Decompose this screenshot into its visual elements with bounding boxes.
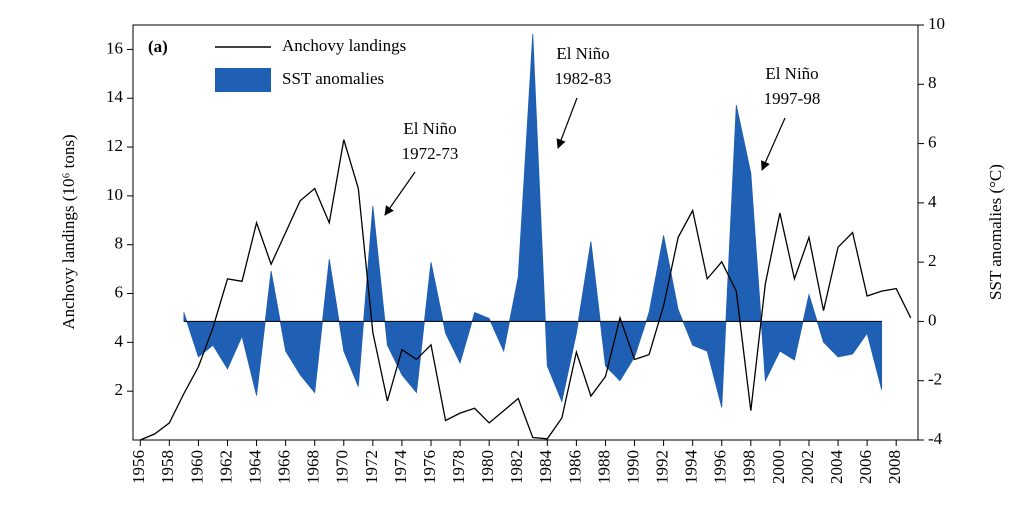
x-tick-label: 1964 bbox=[245, 450, 264, 485]
x-tick-label: 1982 bbox=[507, 450, 526, 484]
y-tick-label: 12 bbox=[106, 136, 123, 155]
panel-label: (a) bbox=[148, 37, 168, 56]
annotation-arrow bbox=[384, 171, 416, 216]
y2-tick-label: -2 bbox=[928, 370, 942, 389]
x-tick-label: 1958 bbox=[158, 450, 177, 484]
x-tick-label: 1956 bbox=[129, 450, 148, 484]
x-tick-label: 1980 bbox=[478, 450, 497, 484]
x-tick-label: 2008 bbox=[885, 450, 904, 484]
legend-label: Anchovy landings bbox=[282, 36, 406, 55]
y-tick-label: 8 bbox=[115, 234, 124, 253]
x-tick-label: 2000 bbox=[769, 450, 788, 484]
y-tick-label: 16 bbox=[106, 38, 123, 57]
x-tick-label: 1984 bbox=[536, 450, 555, 485]
x-tick-label: 1978 bbox=[449, 450, 468, 484]
annotation-arrow bbox=[556, 97, 578, 149]
x-tick-label: 2006 bbox=[856, 450, 875, 484]
annotation-period: 1972-73 bbox=[402, 144, 459, 163]
x-tick-label: 1992 bbox=[653, 450, 672, 484]
annotation-period: 1982-83 bbox=[555, 69, 612, 88]
x-tick-label: 1976 bbox=[420, 450, 439, 484]
x-tick-label: 1994 bbox=[682, 450, 701, 485]
x-tick-label: 2002 bbox=[798, 450, 817, 484]
x-tick-label: 1972 bbox=[362, 450, 381, 484]
x-tick-label: 1962 bbox=[216, 450, 235, 484]
y2-tick-label: 0 bbox=[928, 310, 937, 329]
plot-frame bbox=[132, 24, 919, 441]
x-tick-label: 1996 bbox=[711, 450, 730, 484]
landings-line bbox=[140, 139, 912, 441]
legend-swatch bbox=[215, 68, 271, 92]
x-tick-label: 1990 bbox=[623, 450, 642, 484]
x-tick-label: 1988 bbox=[594, 450, 613, 484]
x-tick-label: 1998 bbox=[740, 450, 759, 484]
x-tick-label: 2004 bbox=[827, 450, 846, 485]
y-tick-label: 14 bbox=[106, 87, 124, 106]
annotation-label: El Niño bbox=[403, 119, 456, 138]
annotation-period: 1997-98 bbox=[764, 89, 821, 108]
y2-tick-label: 4 bbox=[928, 192, 937, 211]
annotation-arrow bbox=[761, 117, 786, 171]
y-axis-label: Anchovy landings (10⁶ tons) bbox=[59, 134, 78, 329]
y2-tick-label: -4 bbox=[928, 429, 943, 448]
x-tick-label: 1966 bbox=[275, 450, 294, 484]
annotation-label: El Niño bbox=[556, 44, 609, 63]
x-tick-label: 1970 bbox=[333, 450, 352, 484]
y-tick-label: 6 bbox=[115, 282, 124, 301]
y2-tick-label: 6 bbox=[928, 132, 937, 151]
legend-label: SST anomalies bbox=[282, 69, 384, 88]
y2-tick-label: 8 bbox=[928, 73, 937, 92]
y-tick-label: 10 bbox=[106, 185, 123, 204]
x-tick-label: 1986 bbox=[565, 450, 584, 484]
y2-tick-label: 10 bbox=[928, 14, 945, 33]
x-tick-label: 1974 bbox=[391, 450, 410, 485]
sst-area bbox=[183, 33, 883, 408]
y2-axis-label: SST anomalies (°C) bbox=[986, 164, 1005, 300]
y2-tick-label: 2 bbox=[928, 251, 937, 270]
x-tick-label: 1968 bbox=[304, 450, 323, 484]
y-tick-label: 2 bbox=[115, 380, 124, 399]
annotation-label: El Niño bbox=[765, 64, 818, 83]
x-tick-label: 1960 bbox=[187, 450, 206, 484]
y-tick-label: 4 bbox=[115, 331, 124, 350]
